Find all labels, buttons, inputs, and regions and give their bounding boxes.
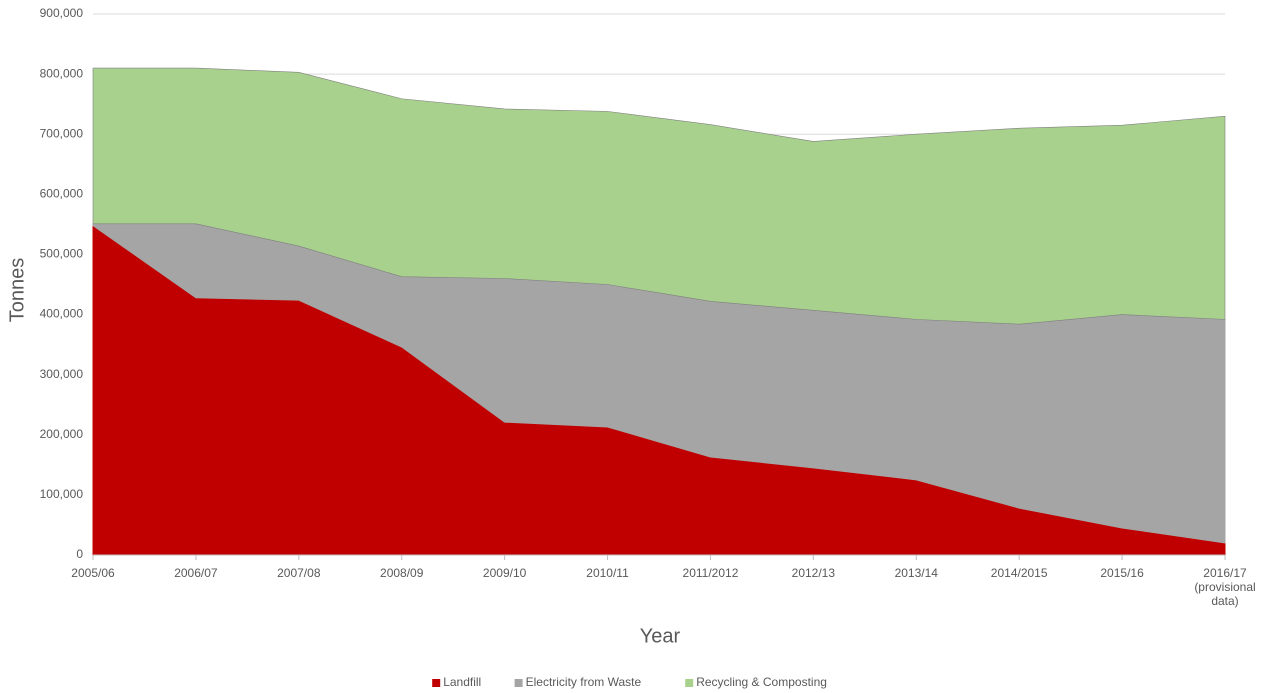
y-tick-label: 200,000: [40, 427, 84, 441]
y-tick-label: 900,000: [40, 6, 84, 20]
x-tick-label: 2016/17 (provisional data): [1194, 566, 1256, 608]
x-tick-label: 2009/10: [482, 566, 527, 580]
legend-swatch: [514, 679, 523, 687]
x-tick-label: 2012/13: [791, 566, 836, 580]
area: [92, 67, 1226, 325]
y-tick-label: 300,000: [40, 367, 84, 381]
y-tick-label: 800,000: [40, 66, 84, 80]
legend-swatch: [432, 679, 441, 687]
legend-label: Landfill: [443, 675, 481, 689]
y-tick-label: 100,000: [40, 487, 84, 501]
y-tick-label: 500,000: [40, 247, 84, 261]
x-axis-title: Year: [640, 625, 681, 647]
x-tick-label: 2014/2015: [990, 566, 1048, 580]
y-tick-label: 700,000: [40, 126, 84, 140]
y-tick-label: 0: [76, 547, 83, 561]
y-axis-title: Tonnes: [6, 258, 28, 323]
y-tick-label: 400,000: [40, 307, 84, 321]
x-tick-label: 2008/09: [380, 566, 424, 580]
legend-label: Recycling & Composting: [696, 675, 827, 689]
legend-swatch: [685, 679, 694, 687]
x-tick-label: 2013/14: [894, 566, 938, 580]
x-tick-label: 2005/06: [71, 566, 115, 580]
x-tick-label: 2007/08: [277, 566, 321, 580]
x-tick-label: 2006/07: [174, 566, 218, 580]
y-tick-label: 600,000: [40, 187, 84, 201]
legend-label: Electricity from Waste: [526, 675, 642, 689]
x-tick-label: 2010/11: [586, 566, 629, 580]
x-tick-label: 2011/2012: [682, 566, 739, 580]
x-tick-label: 2015/16: [1100, 566, 1144, 580]
